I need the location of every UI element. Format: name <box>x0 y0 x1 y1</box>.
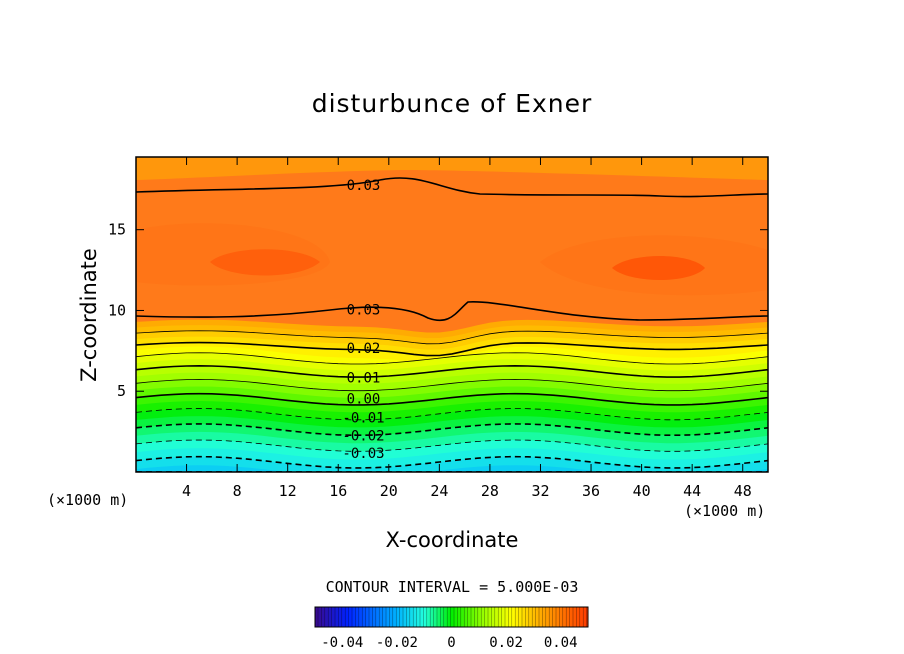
x-tick-label: 20 <box>380 482 398 500</box>
contour-line <box>136 364 768 378</box>
contour-line <box>136 378 768 392</box>
y-tick-label: 10 <box>108 301 126 319</box>
colorbar <box>314 606 589 628</box>
field-band <box>136 157 768 180</box>
colorbar-tick-label: 0 <box>447 635 455 651</box>
x-axis-ticks: 4 8 12 16 20 24 28 32 36 40 44 48 <box>182 157 752 500</box>
contour-label: 0.03 <box>347 303 381 319</box>
x-tick-label: 12 <box>279 482 297 500</box>
contour-line <box>136 341 768 357</box>
x-tick-label: 8 <box>233 482 242 500</box>
y-tick-label: 5 <box>117 382 126 400</box>
x-tick-label: 40 <box>633 482 651 500</box>
contour-label: 0.01 <box>347 370 381 386</box>
x-tick-label: 36 <box>582 482 600 500</box>
x-unit-label-left: (×1000 m) <box>47 491 128 509</box>
plot-area <box>136 157 768 472</box>
x-tick-label: 48 <box>734 482 752 500</box>
colorbar-tick-label: 0.02 <box>489 635 523 651</box>
contour-line <box>136 408 768 421</box>
contour-line <box>136 301 768 322</box>
contour-line <box>136 423 768 436</box>
colorbar-hatching <box>317 607 587 627</box>
colorbar-tick-label: -0.04 <box>321 635 363 651</box>
contour-label: -0.01 <box>342 411 384 427</box>
x-tick-label: 44 <box>683 482 701 500</box>
y-axis-title: Z-coordinate <box>77 248 101 382</box>
contour-line <box>136 439 768 452</box>
colorbar-tick-label: 0.04 <box>544 635 578 651</box>
contour-labels: 0.03 0.03 0.02 0.01 0.00 -0.01 -0.02-0.03 <box>342 178 384 462</box>
x-tick-label: 32 <box>531 482 549 500</box>
contour-label: -0.03 <box>342 446 384 462</box>
colorbar-frame <box>314 606 589 628</box>
x-tick-label: 24 <box>430 482 448 500</box>
x-tick-label: 4 <box>182 482 191 500</box>
contour-line <box>136 330 768 345</box>
contour-label: -0.02 <box>342 429 384 445</box>
contour-label: 0.02 <box>347 341 381 357</box>
contour-line <box>136 352 768 365</box>
chart-title: disturbunce of Exner <box>312 89 593 118</box>
colorbar-gradient <box>315 607 588 627</box>
contour-line <box>136 392 768 406</box>
contour-label: 0.00 <box>347 391 381 407</box>
plot-frame <box>135 156 769 473</box>
field-band <box>210 249 320 276</box>
contour-line <box>136 455 768 469</box>
x-tick-label: 28 <box>481 482 499 500</box>
y-axis-ticks: 5 10 15 <box>108 221 768 400</box>
x-tick-label: 16 <box>329 482 347 500</box>
contour-lines <box>136 177 768 472</box>
x-unit-label-right: (×1000 m) <box>684 502 765 520</box>
field-band <box>136 456 768 472</box>
x-axis-title: X-coordinate <box>386 528 519 552</box>
contour-line <box>136 177 768 198</box>
field-band <box>612 256 705 280</box>
y-tick-label: 15 <box>108 221 126 239</box>
field-bands <box>136 157 768 472</box>
contour-interval-note: CONTOUR INTERVAL = 5.000E-03 <box>326 578 579 596</box>
colorbar-tick-label: -0.02 <box>376 635 418 651</box>
contour-label: 0.03 <box>347 178 381 194</box>
colorbar-ticks: -0.04 -0.02 0 0.02 0.04 <box>321 635 577 651</box>
